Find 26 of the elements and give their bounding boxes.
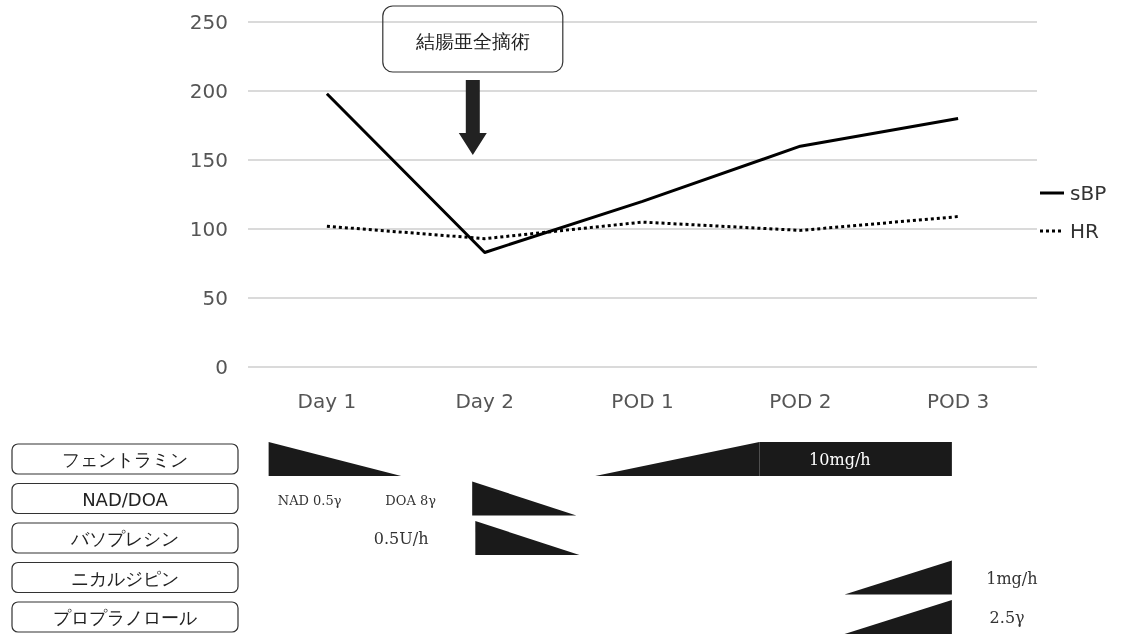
- annotation: 結腸亜全摘術: [414, 30, 530, 52]
- text: NAD 0.5γ: [277, 492, 342, 508]
- category-label: プロプラノロール: [53, 607, 197, 628]
- legend-label: sBP: [1070, 181, 1107, 205]
- y-tick-label: 100: [189, 217, 228, 241]
- y-tick-label: 150: [189, 148, 228, 172]
- text: 0.5U/h: [373, 529, 429, 548]
- y-tick-label: 50: [202, 286, 228, 310]
- text: 2.5γ: [989, 608, 1025, 627]
- category-label: フェントラミン: [62, 449, 188, 470]
- x-tick-label: POD 2: [769, 389, 832, 413]
- text: DOA 8γ: [385, 492, 437, 508]
- x-tick-label: Day 2: [455, 389, 514, 413]
- y-tick-label: 0: [215, 355, 228, 379]
- x-tick-label: POD 1: [611, 389, 674, 413]
- line-series: [325, 92, 960, 254]
- text: 10mg/h: [809, 450, 871, 469]
- y-tick-label: 200: [189, 79, 228, 103]
- legend-label: HR: [1070, 219, 1100, 243]
- x-tick-label: Day 1: [297, 389, 357, 413]
- x-tick-label: POD 3: [926, 389, 990, 413]
- y-tick-label: 250: [189, 10, 228, 34]
- text: 1mg/h: [986, 568, 1038, 588]
- category-label: バソプレシン: [70, 528, 179, 549]
- category-label: NAD/DOA: [82, 488, 169, 510]
- category-label: ニカルジピン: [71, 567, 179, 589]
